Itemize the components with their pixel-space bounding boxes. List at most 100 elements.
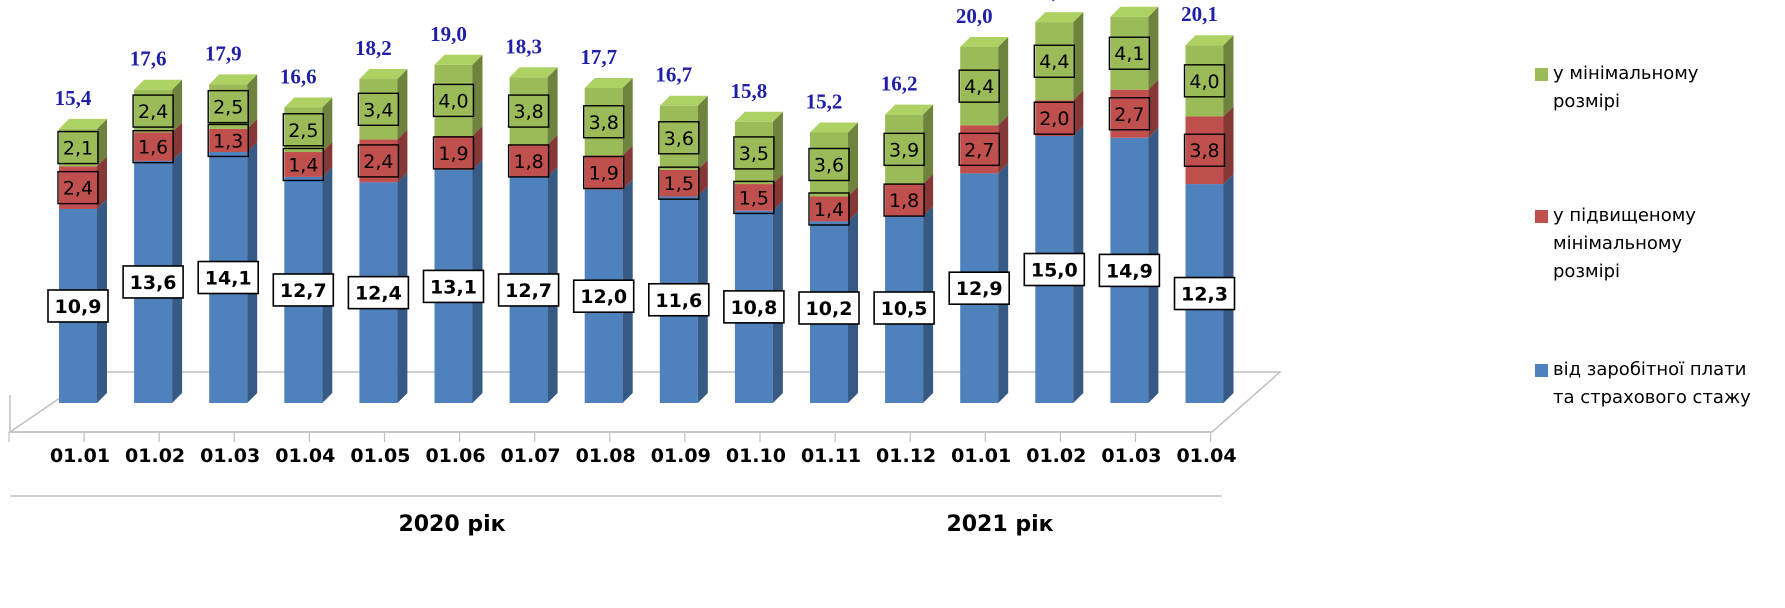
bar-segment: [584, 87, 623, 156]
bar-segment-side: [772, 111, 783, 185]
bar-top: [885, 104, 934, 115]
data-label-box: [883, 132, 925, 167]
data-label: 1,9: [589, 162, 619, 184]
bar-top: [434, 54, 483, 65]
bar-segment-side: [172, 79, 183, 133]
legend: у мінімальному розмірі у підвищеному мін…: [1535, 60, 1780, 412]
floor-plane: [7, 371, 1282, 433]
bar-stack: [1110, 6, 1159, 403]
bar-segment-side: [172, 122, 183, 161]
data-label: 12,7: [505, 280, 552, 302]
bar-top: [509, 67, 558, 78]
data-label: 3,6: [664, 128, 694, 150]
bar-segment: [734, 121, 773, 185]
data-label-box: [733, 180, 775, 215]
data-label: 10,2: [806, 298, 853, 320]
data-label: 2,0: [1039, 108, 1069, 130]
bar-segment-side: [923, 174, 934, 217]
bar-segment-side: [1148, 6, 1159, 90]
data-label: 3,8: [589, 112, 619, 134]
x-tick-label: 01.07: [501, 445, 561, 467]
bar-segment-side: [1073, 12, 1084, 101]
data-label: 14,9: [1106, 260, 1153, 282]
data-label-box: [733, 136, 775, 170]
x-tick-label: 01.01: [951, 445, 1011, 467]
bar-segment-side: [998, 115, 1009, 174]
data-label: 1,4: [814, 199, 844, 221]
data-label: 2,1: [63, 138, 93, 160]
bar-top: [1110, 6, 1159, 17]
data-label-box: [808, 147, 850, 182]
bar-segment: [359, 139, 398, 183]
data-label-box: [798, 291, 860, 325]
bar-segment-side: [848, 186, 858, 222]
bar-segment-side: [547, 134, 558, 177]
bar-segment: [584, 155, 623, 190]
total-label: 16,6: [280, 65, 317, 89]
bar-segment: [960, 47, 999, 126]
bar-stack: [810, 122, 858, 403]
bar-stack: [59, 118, 107, 403]
bar-top: [734, 111, 783, 122]
data-label: 13,6: [130, 272, 177, 294]
legend-label-line: від заробітної плати: [1553, 359, 1747, 380]
data-label-box: [132, 94, 174, 128]
legend-item-increased-minimal: у підвищеному мінімальному розмірі: [1535, 202, 1780, 286]
data-label-box: [197, 260, 259, 295]
bar-top: [659, 95, 708, 106]
bar-segment: [509, 144, 548, 177]
data-label-box: [1108, 97, 1151, 131]
data-label-box: [207, 89, 249, 124]
data-label: 1,8: [513, 151, 543, 173]
total-label: 21,4: [1031, 0, 1068, 3]
bar-stack: [284, 97, 333, 403]
data-label: 10,5: [881, 298, 928, 320]
total-label: 19,0: [430, 22, 467, 46]
bar-segment-side: [322, 142, 333, 177]
x-tick-label: 01.02: [1026, 445, 1086, 467]
legend-label-line: у мінімальному: [1553, 63, 1699, 84]
data-label-box: [47, 289, 109, 323]
data-label: 1,6: [138, 137, 168, 159]
data-label-box: [347, 275, 410, 310]
data-label: 12,0: [580, 286, 627, 308]
legend-label-line: розмірі: [1553, 91, 1621, 112]
data-label: 1,5: [664, 173, 694, 195]
data-label: 3,9: [889, 139, 919, 161]
data-label-box: [132, 129, 174, 164]
bar-segment-side: [772, 174, 783, 211]
bar-segment: [434, 64, 473, 136]
total-label: 20,0: [956, 4, 993, 28]
bar-segment-side: [322, 97, 333, 153]
data-label-box: [883, 183, 925, 217]
bar-segment: [810, 196, 848, 222]
data-label: 4,1: [1114, 43, 1144, 65]
data-label: 14,1: [205, 268, 252, 290]
bar-segment: [1185, 116, 1224, 185]
data-label-box: [1173, 276, 1236, 311]
bar-segment-side: [397, 129, 408, 183]
data-label: 4,0: [1189, 71, 1219, 93]
total-label: 17,7: [580, 45, 617, 69]
data-label-box: [572, 279, 635, 314]
data-label: 2,4: [363, 151, 393, 173]
data-label: 1,3: [213, 130, 243, 152]
data-label: 2,7: [1114, 104, 1144, 126]
legend-swatch-minimal: [1535, 68, 1548, 81]
data-label: 15,0: [1031, 260, 1078, 282]
bar-segment: [209, 128, 248, 153]
bar-top: [134, 79, 183, 90]
bar-segment: [885, 114, 924, 185]
data-label-box: [432, 83, 475, 118]
total-label: 17,9: [205, 41, 242, 65]
bar-segment: [1035, 100, 1074, 136]
data-label: 2,5: [288, 120, 318, 142]
data-labels: 10,9 2,4 2,1 15,4 13,6 1,6 2,4 17,6 14,1 1,3 2,5 17…: [47, 0, 1236, 325]
group-label-2020: 2020 рік: [398, 512, 505, 537]
bar-segment: [59, 128, 97, 167]
x-tick-label: 01.12: [876, 445, 936, 467]
bar-segment-side: [697, 159, 708, 197]
data-label: 3,4: [363, 99, 393, 121]
data-label-box: [357, 92, 400, 127]
legend-item-salary-based: від заробітної плати та страхового стажу: [1535, 356, 1780, 412]
